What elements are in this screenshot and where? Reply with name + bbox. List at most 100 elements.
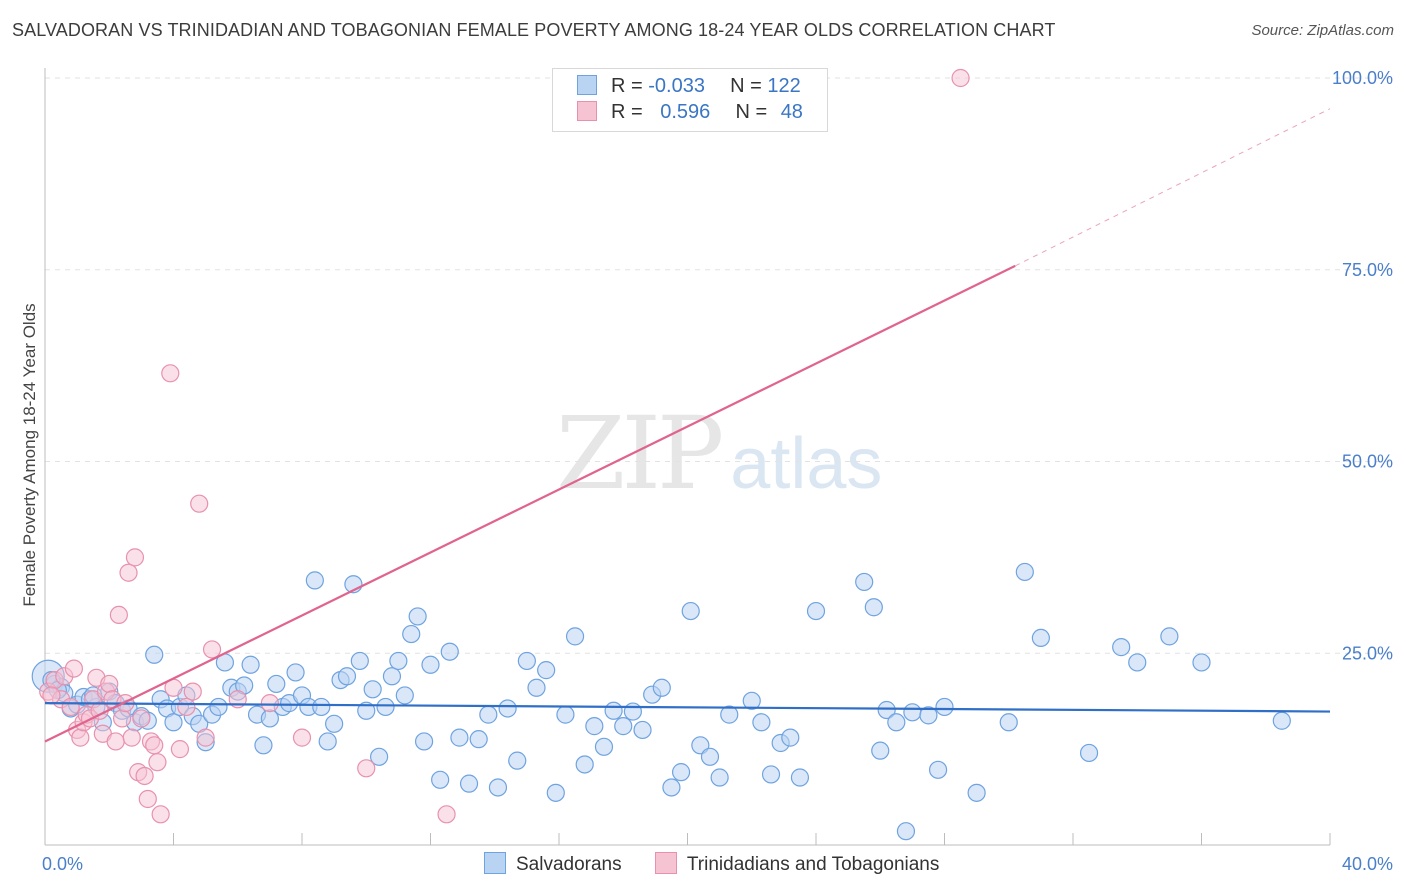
salvadorans-point: [935, 697, 954, 717]
salvadorans-point: [671, 763, 691, 782]
salvadorans-point: [1031, 628, 1050, 648]
salvadorans-point: [742, 691, 761, 710]
trinidadian-point: [177, 697, 196, 717]
legend-r-label: R =: [611, 75, 643, 97]
salvadorans-point: [479, 705, 498, 724]
legend-n-label: N =: [730, 75, 762, 97]
salvadorans-point: [720, 705, 739, 724]
legend-r-value: 0.596: [660, 101, 711, 123]
trinidadian-point: [135, 766, 154, 786]
salvadorans-point: [806, 601, 826, 621]
salvadorans-point: [431, 770, 450, 789]
trinidadian-point: [119, 563, 138, 582]
legend-swatch-blue: [484, 852, 506, 874]
salvadorans-point: [1015, 562, 1034, 582]
salvadorans-point: [919, 706, 938, 725]
chart-title: SALVADORAN VS TRINIDADIAN AND TOBAGONIAN…: [12, 20, 1056, 40]
trinidadian-trend-line: [44, 264, 1016, 743]
salvadorans-point: [286, 663, 305, 682]
x-tick-label: 40.0%: [1342, 854, 1393, 874]
watermark-zip: ZIP: [556, 395, 724, 512]
legend-row-salvadorans: R = -0.033 N = 122: [577, 75, 801, 101]
salvadorans-point: [395, 686, 414, 705]
salvadorans-point: [710, 768, 729, 787]
salvadorans-point: [370, 747, 389, 766]
salvadorans-point: [402, 624, 421, 644]
salvadorans-point: [312, 697, 331, 717]
trinidadian-point: [125, 548, 145, 567]
salvadorans-point: [145, 645, 164, 664]
salvadorans-point: [546, 783, 565, 802]
legend-n-value: 48: [780, 101, 803, 123]
trinidadian-point: [183, 682, 202, 701]
salvadorans-point: [382, 667, 402, 686]
trinidadian-point: [42, 686, 61, 705]
salvadorans-point: [700, 747, 720, 766]
trinidadian-point: [112, 709, 132, 728]
grid-lines: [45, 77, 1395, 654]
y-tick-label: 25.0%: [1342, 643, 1393, 663]
trinidadian-trend-extension: [1014, 108, 1331, 267]
salvadorans-point: [363, 680, 382, 699]
salvadorans-point: [421, 655, 440, 674]
salvadorans-point: [896, 822, 916, 841]
salvadorans-point: [305, 571, 324, 590]
salvadorans-point: [488, 778, 508, 797]
salvadorans-point: [414, 732, 434, 751]
salvadorans-point: [1079, 743, 1099, 763]
salvadorans-point: [440, 642, 459, 661]
trinidadian-point: [292, 728, 312, 747]
salvadorans-point: [1112, 638, 1131, 657]
trinidadian-point: [196, 728, 215, 747]
salvadorans-point: [164, 713, 183, 732]
y-tick-label: 75.0%: [1342, 260, 1393, 280]
trinidadian-point: [109, 605, 128, 625]
tick-labels: 25.0% 50.0% 75.0% 100.0% 0.0% 40.0%: [42, 68, 1393, 874]
salvadorans-point: [633, 720, 652, 740]
x-tick-label: 0.0%: [42, 854, 83, 874]
salvadorans-point: [871, 741, 890, 760]
salvadorans-point: [1272, 711, 1291, 730]
salvadorans-point: [469, 730, 488, 749]
salvadorans-point: [357, 701, 376, 720]
legend-swatch-blue: [577, 75, 597, 95]
legend-swatch-pink: [577, 101, 597, 121]
salvadorans-point: [1128, 653, 1147, 672]
legend-label: Salvadorans: [516, 854, 622, 875]
salvadorans-point: [594, 737, 614, 756]
salvadorans-point: [752, 713, 771, 732]
salvadorans-point: [450, 728, 469, 747]
salvadorans-point: [267, 674, 286, 694]
salvadorans-point: [459, 774, 479, 793]
correlation-legend: R = -0.033 N = 122 R = 0.596 N = 48: [552, 68, 828, 132]
watermark-atlas: atlas: [730, 424, 883, 504]
salvadorans-point: [903, 703, 922, 722]
trinidadian-point: [202, 640, 222, 659]
salvadorans-point: [209, 697, 228, 717]
salvadorans-point: [790, 768, 810, 787]
trinidadian-point: [161, 364, 180, 383]
y-tick-label: 100.0%: [1332, 68, 1393, 88]
salvadorans-point: [376, 697, 395, 717]
salvadorans-point: [498, 699, 517, 718]
trinidadian-point: [132, 709, 151, 728]
trinidadian-point: [260, 694, 279, 713]
trend-lines: [44, 108, 1331, 743]
legend-item-trinidadians: Trinidadians and Tobagonians: [654, 852, 939, 876]
trinidadian-point: [357, 759, 376, 778]
trinidadian-point: [951, 68, 970, 88]
trinidadian-point: [145, 736, 164, 755]
salvadorans-point: [614, 717, 633, 736]
salvadorans-point: [887, 713, 906, 732]
salvadorans-point: [1160, 627, 1179, 646]
salvadorans-point: [527, 678, 546, 697]
salvadorans-point: [864, 598, 883, 617]
salvadorans-point: [855, 572, 874, 592]
salvadorans-point: [408, 607, 427, 626]
salvadorans-point: [662, 778, 681, 797]
trinidadian-point: [122, 728, 141, 747]
legend-r-value: -0.033: [648, 75, 705, 97]
legend-swatch-pink: [654, 852, 677, 874]
salvadorans-point: [652, 678, 671, 697]
legend-n-label: N =: [735, 101, 768, 123]
